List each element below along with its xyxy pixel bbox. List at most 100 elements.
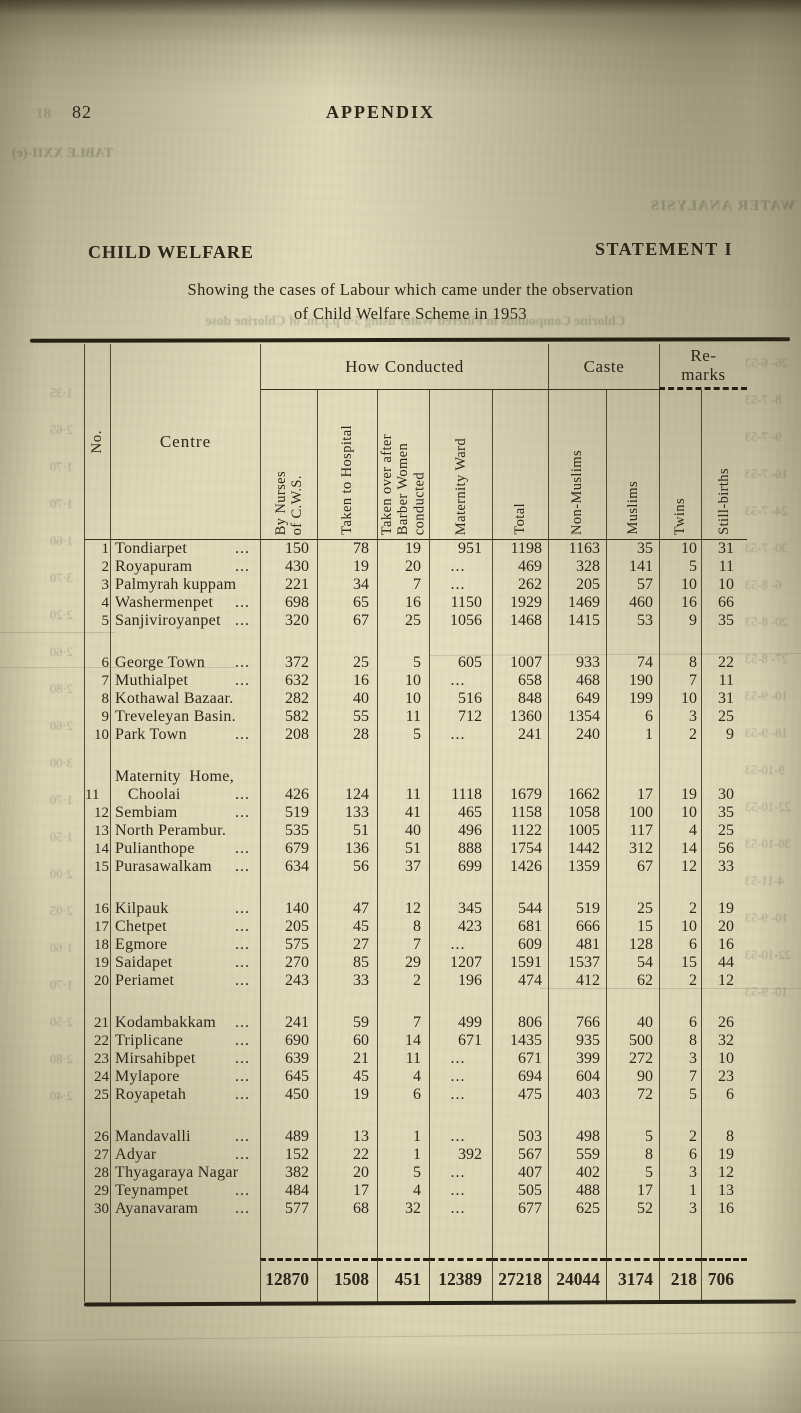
value-cell: 13 bbox=[317, 1128, 377, 1146]
centre-cell: Tondiarpet... bbox=[110, 540, 260, 558]
value-cell: 16 bbox=[377, 594, 429, 612]
value-cell: 8 bbox=[701, 1128, 747, 1146]
table-spacer-cell bbox=[317, 876, 377, 900]
value-cell: 372 bbox=[260, 654, 317, 672]
centre-name: Park Town bbox=[115, 726, 187, 743]
table-spacer-cell bbox=[377, 990, 429, 1014]
bleed-right-entry: 30- 7-53 bbox=[745, 541, 788, 555]
value-cell: 1354 bbox=[548, 708, 606, 726]
table-spacer-cell bbox=[548, 630, 606, 654]
table-spacer-cell bbox=[377, 630, 429, 654]
value-cell: 392 bbox=[429, 1146, 492, 1164]
value-cell: 28 bbox=[317, 726, 377, 744]
value-cell: 31 bbox=[701, 540, 747, 558]
centre-cell: Teynampet... bbox=[110, 1182, 260, 1200]
centre-cell: Treveleyan Basin. bbox=[110, 708, 260, 726]
value-cell: 22 bbox=[317, 1146, 377, 1164]
value-cell: 1662 bbox=[548, 768, 606, 804]
value-cell: 577 bbox=[260, 1200, 317, 1218]
value-cell: 241 bbox=[492, 726, 548, 744]
value-cell: 8 bbox=[659, 654, 701, 672]
value-cell: 240 bbox=[548, 726, 606, 744]
table-spacer-cell bbox=[260, 990, 317, 1014]
table-spacer-cell bbox=[701, 1104, 747, 1128]
value-cell: 133 bbox=[317, 804, 377, 822]
centre-cell: Adyar... bbox=[110, 1146, 260, 1164]
value-cell: 1435 bbox=[492, 1032, 548, 1050]
centre-cell: Purasawalkam... bbox=[110, 858, 260, 876]
bleed-right-entry: 4-11-53 bbox=[745, 874, 785, 888]
column-header-label: Taken over after Barber Women conducted bbox=[379, 433, 428, 535]
row-number: 5 bbox=[84, 612, 110, 630]
value-cell: 35 bbox=[701, 804, 747, 822]
column-header-still-births: Still-births bbox=[701, 390, 747, 540]
value-cell: 1207 bbox=[429, 954, 492, 972]
value-cell: 67 bbox=[606, 858, 659, 876]
value-cell: 412 bbox=[548, 972, 606, 990]
value-cell: 19 bbox=[701, 1146, 747, 1164]
total-value: 218 bbox=[659, 1258, 701, 1302]
leader-dots: ... bbox=[235, 1014, 250, 1031]
value-cell: 402 bbox=[548, 1164, 606, 1182]
value-cell: 19 bbox=[317, 1086, 377, 1104]
value-cell: ... bbox=[429, 1182, 492, 1200]
value-cell: 605 bbox=[429, 654, 492, 672]
centre-name: Washermenpet bbox=[115, 594, 214, 611]
column-header-centre-label: Centre bbox=[159, 431, 212, 451]
value-cell: 430 bbox=[260, 558, 317, 576]
value-cell: 32 bbox=[701, 1032, 747, 1050]
statement-table: No. Centre How Conducted Caste Re- marks… bbox=[84, 344, 747, 1302]
value-cell: 1 bbox=[606, 726, 659, 744]
value-cell: 20 bbox=[317, 1164, 377, 1182]
table-spacer-cell bbox=[84, 990, 110, 1014]
value-cell: 15 bbox=[606, 918, 659, 936]
leader-dots: ... bbox=[235, 558, 250, 575]
value-cell: 16 bbox=[659, 594, 701, 612]
table-spacer-cell bbox=[317, 630, 377, 654]
value-cell: 1007 bbox=[492, 654, 548, 672]
value-cell: 8 bbox=[377, 918, 429, 936]
value-cell: 2 bbox=[377, 972, 429, 990]
value-cell: 468 bbox=[548, 672, 606, 690]
value-cell: 40 bbox=[317, 690, 377, 708]
value-cell: 3 bbox=[659, 1050, 701, 1068]
value-cell: 53 bbox=[606, 612, 659, 630]
bleed-right-entry: 10- 9-53 bbox=[745, 689, 788, 703]
leader-dots: ... bbox=[235, 840, 250, 857]
table-spacer-cell bbox=[110, 630, 260, 654]
value-cell: 68 bbox=[317, 1200, 377, 1218]
value-cell: 1 bbox=[377, 1146, 429, 1164]
value-cell: 10 bbox=[701, 1050, 747, 1068]
bleed-right-entry: 20- 8-53 bbox=[745, 615, 788, 629]
value-cell: 57 bbox=[606, 576, 659, 594]
value-cell: ... bbox=[429, 558, 492, 576]
value-cell: 44 bbox=[701, 954, 747, 972]
value-cell: 136 bbox=[317, 840, 377, 858]
value-cell: 1150 bbox=[429, 594, 492, 612]
centre-cell: Sembiam... bbox=[110, 804, 260, 822]
value-cell: 243 bbox=[260, 972, 317, 990]
value-cell: 544 bbox=[492, 900, 548, 918]
value-cell: 33 bbox=[317, 972, 377, 990]
table-spacer-cell bbox=[701, 1218, 747, 1258]
table-spacer-cell bbox=[317, 1104, 377, 1128]
value-cell: 6 bbox=[659, 936, 701, 954]
value-cell: 117 bbox=[606, 822, 659, 840]
value-cell: 7 bbox=[659, 1068, 701, 1086]
centre-name: North Perambur. bbox=[115, 822, 227, 839]
value-cell: 5 bbox=[377, 654, 429, 672]
centre-cell: Palmyrah kuppam bbox=[110, 576, 260, 594]
value-cell: 34 bbox=[317, 576, 377, 594]
table-caption-line1: Showing the cases of Labour which came u… bbox=[187, 280, 634, 299]
leader-dots: ... bbox=[235, 1032, 250, 1049]
column-header-label: Non-Muslims bbox=[569, 450, 586, 535]
value-cell: 423 bbox=[429, 918, 492, 936]
total-value: 3174 bbox=[606, 1258, 659, 1302]
value-cell: 535 bbox=[260, 822, 317, 840]
centre-name: Egmore bbox=[115, 936, 168, 953]
table-spacer-cell bbox=[701, 876, 747, 900]
bleed-right-entry: 9- 7-53 bbox=[745, 430, 782, 444]
bleed-right-entry: 10- 9-53 bbox=[745, 911, 788, 925]
table-spacer-cell bbox=[260, 1218, 317, 1258]
value-cell: 19 bbox=[659, 768, 701, 804]
